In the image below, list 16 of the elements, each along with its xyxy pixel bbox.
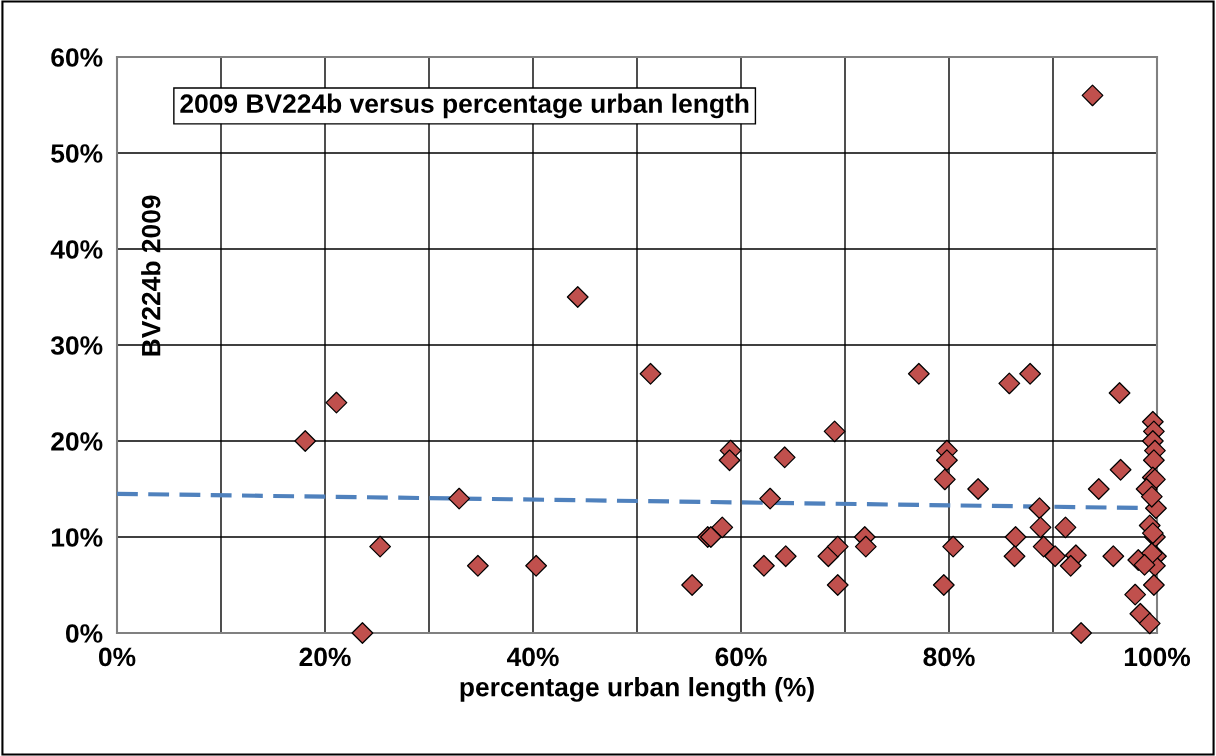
- y-tick-label: 40%: [50, 240, 103, 259]
- x-tick-label: 100%: [1124, 647, 1191, 667]
- x-tick-label: 0%: [98, 647, 136, 667]
- x-tick-label: 40%: [506, 647, 559, 667]
- y-tick-label: 20%: [51, 432, 103, 451]
- y-tick-label: 0%: [66, 624, 103, 643]
- x-tick-label: 20%: [299, 647, 351, 667]
- x-tick-label: 60%: [715, 647, 767, 667]
- y-tick-label: 10%: [51, 528, 103, 547]
- y-tick-label: 60%: [51, 48, 103, 67]
- y-axis-title: BV224b 2009: [141, 195, 161, 356]
- y-tick-label: 30%: [50, 336, 103, 355]
- y-tick-label: 50%: [51, 144, 103, 163]
- x-axis-title: percentage urban length (%): [460, 677, 814, 702]
- x-tick-label: 80%: [923, 647, 975, 667]
- text: 2009 BV224b versus percentage urban length: [180, 93, 749, 119]
